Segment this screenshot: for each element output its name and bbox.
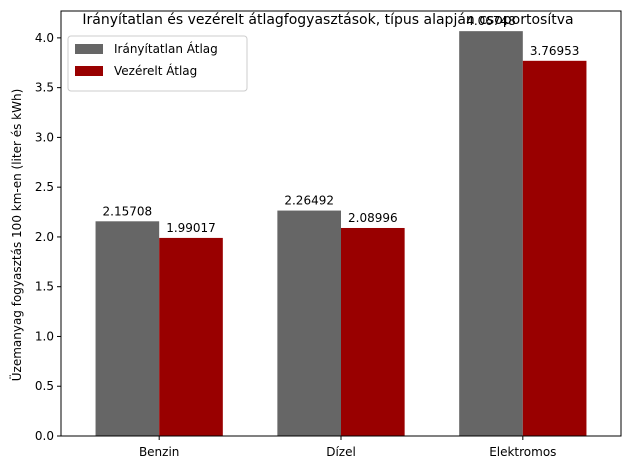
y-tick-label: 0.0: [35, 429, 54, 443]
bar: [277, 210, 341, 436]
legend-swatch: [75, 66, 103, 76]
bar: [95, 221, 160, 436]
y-tick-label: 4.0: [35, 31, 54, 45]
y-tick-label: 3.0: [35, 130, 54, 144]
legend: Irányítatlan Átlag Vezérelt Átlag: [67, 35, 248, 92]
x-tick-label: Elektromos: [489, 445, 556, 459]
y-tick-label: 2.5: [35, 180, 54, 194]
data-labels-group: 2.15708 2.26492 4.06748 1.99017 2.08996 3.769…: [103, 14, 580, 235]
data-label: 3.76953: [530, 44, 580, 58]
plot-frame: [60, 10, 622, 437]
y-tick-label: 0.5: [35, 379, 54, 393]
y-tick-label: 1.5: [35, 280, 54, 294]
y-axis-label: Üzemanyag fogyasztás 100 km-en (liter és…: [8, 89, 24, 382]
bars-group: [95, 31, 587, 437]
legend-label: Vezérelt Átlag: [114, 63, 197, 78]
y-axis-ticks: 0.0 0.5 1.0 1.5 2.0 2.5 3.0 3.5 4.0: [35, 31, 61, 443]
legend-swatch: [75, 44, 103, 54]
chart-title: Irányítatlan és vezérelt átlagfogyasztás…: [82, 12, 573, 28]
data-label: 2.26492: [284, 194, 334, 208]
y-tick-label: 2.0: [35, 230, 54, 244]
x-axis-ticks: Benzin Dízel Elektromos: [139, 436, 556, 459]
bar: [341, 227, 405, 436]
legend-box: [67, 35, 248, 92]
y-tick-label: 3.5: [35, 81, 54, 95]
legend-label: Irányítatlan Átlag: [114, 41, 218, 56]
y-tick-label: 1.0: [35, 329, 54, 343]
bar: [159, 237, 223, 436]
data-label: 2.08996: [348, 211, 398, 225]
data-label: 4.06748: [466, 14, 516, 28]
data-label: 2.15708: [103, 204, 153, 218]
data-label: 1.99017: [166, 221, 216, 235]
x-tick-label: Dízel: [326, 445, 356, 459]
bar: [459, 31, 523, 437]
bar: [522, 60, 587, 436]
x-tick-label: Benzin: [139, 445, 179, 459]
